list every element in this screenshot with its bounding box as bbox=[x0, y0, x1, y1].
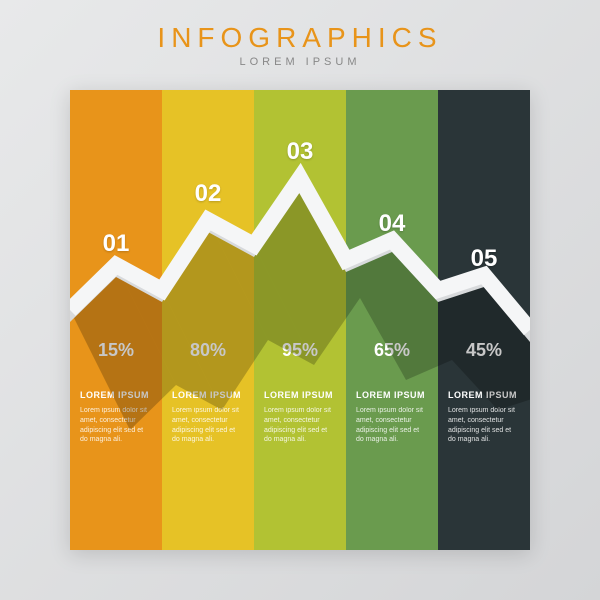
column-body: Lorem ipsum dolor sit amet, consectetur … bbox=[80, 406, 152, 445]
column-heading: LOREM IPSUM bbox=[264, 390, 336, 400]
header: INFOGRAPHICS LOREM IPSUM bbox=[0, 0, 600, 78]
column-number: 02 bbox=[195, 180, 222, 208]
column-body: Lorem ipsum dolor sit amet, consectetur … bbox=[356, 406, 428, 445]
column-02: 02 80% LOREM IPSUM Lorem ipsum dolor sit am… bbox=[162, 90, 254, 550]
column-number: 04 bbox=[379, 210, 406, 238]
column-number: 05 bbox=[471, 245, 498, 273]
column-heading: LOREM IPSUM bbox=[172, 390, 244, 400]
column-04: 04 65% LOREM IPSUM Lorem ipsum dolor sit am… bbox=[346, 90, 438, 550]
column-percent: 65% bbox=[374, 340, 410, 361]
page-subtitle: LOREM IPSUM bbox=[0, 56, 600, 68]
column-03: 03 95% LOREM IPSUM Lorem ipsum dolor sit am… bbox=[254, 90, 346, 550]
column-number: 03 bbox=[287, 138, 314, 166]
column-01: 01 15% LOREM IPSUM Lorem ipsum dolor sit am… bbox=[70, 90, 162, 550]
column-body: Lorem ipsum dolor sit amet, consectetur … bbox=[172, 406, 244, 445]
column-percent: 95% bbox=[282, 340, 318, 361]
column-heading: LOREM IPSUM bbox=[80, 390, 152, 400]
page-title: INFOGRAPHICS bbox=[0, 22, 600, 54]
column-body: Lorem ipsum dolor sit amet, consectetur … bbox=[264, 406, 336, 445]
column-05: 05 45% LOREM IPSUM Lorem ipsum dolor sit am… bbox=[438, 90, 530, 550]
column-body: Lorem ipsum dolor sit amet, consectetur … bbox=[448, 406, 520, 445]
column-percent: 45% bbox=[466, 340, 502, 361]
column-percent: 80% bbox=[190, 340, 226, 361]
column-number: 01 bbox=[103, 230, 130, 258]
column-heading: LOREM IPSUM bbox=[448, 390, 520, 400]
chart-area: 01 15% LOREM IPSUM Lorem ipsum dolor sit am… bbox=[70, 90, 530, 550]
column-percent: 15% bbox=[98, 340, 134, 361]
columns-container: 01 15% LOREM IPSUM Lorem ipsum dolor sit am… bbox=[70, 90, 530, 550]
column-heading: LOREM IPSUM bbox=[356, 390, 428, 400]
